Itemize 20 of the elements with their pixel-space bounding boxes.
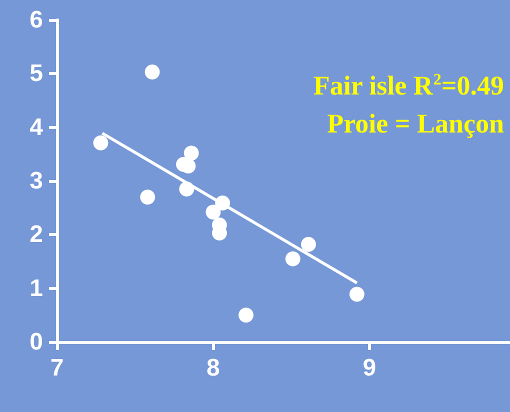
point	[238, 308, 254, 323]
point	[140, 190, 156, 205]
x-tick-label: 7	[50, 354, 64, 382]
point	[285, 251, 300, 266]
point	[349, 286, 364, 302]
annotation: Proie = Lançon	[327, 108, 504, 138]
y-tick-label: 3	[30, 168, 43, 194]
y-tick-label: 0	[30, 328, 43, 356]
y-tick-label: 2	[30, 221, 43, 248]
point	[301, 236, 316, 252]
y-tick-label: 4	[30, 114, 44, 141]
y-tick-label: 1	[30, 274, 43, 302]
point	[144, 64, 160, 80]
x-tick-label: 8	[206, 354, 220, 382]
point	[184, 146, 199, 161]
x-tick-label: 9	[362, 354, 376, 382]
point	[93, 135, 108, 150]
y-tick-label: 6	[30, 6, 43, 34]
y-tick-label: 5	[30, 60, 43, 88]
point	[206, 204, 221, 220]
